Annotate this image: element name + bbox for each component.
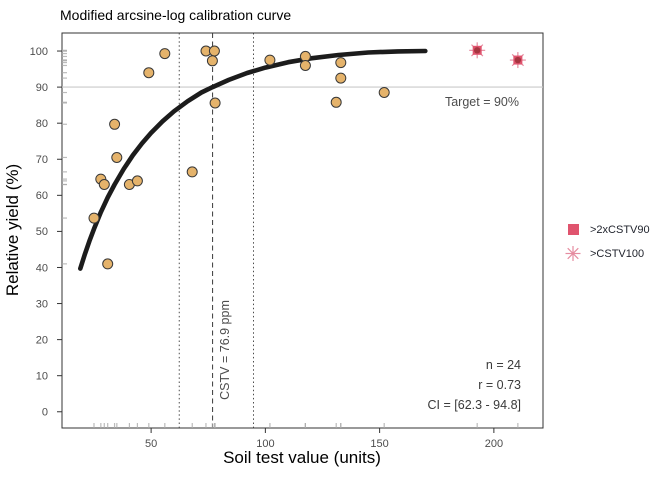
y-tick-label: 20 [36, 334, 48, 346]
data-point [330, 96, 342, 108]
point-center [473, 47, 481, 54]
x-tick-label: 150 [370, 438, 388, 450]
point-center [514, 56, 522, 64]
chart-title: Modified arcsine-log calibration curve [60, 7, 291, 23]
cstv-annotation: CSTV = 76.9 ppm [218, 300, 232, 400]
y-tick-label: 30 [36, 298, 48, 310]
legend-asterisk-icon [565, 246, 581, 261]
x-axis-title: Soil test value (units) [223, 448, 381, 467]
data-point [378, 87, 390, 98]
data-point [206, 55, 218, 67]
x-tick-label: 200 [485, 438, 503, 450]
stat-ci: CI = [62.3 - 94.8] [428, 398, 521, 412]
data-point [109, 118, 121, 130]
y-tick-label: 60 [36, 190, 48, 202]
y-tick-label: 70 [36, 154, 48, 166]
y-tick-label: 0 [42, 407, 48, 419]
flagged-data-point [509, 52, 526, 69]
x-tick-label: 50 [145, 438, 157, 450]
data-point [209, 97, 221, 109]
y-tick-label: 80 [36, 118, 48, 130]
data-point [159, 48, 171, 60]
legend-square-swatch [568, 224, 579, 235]
y-axis-title: Relative yield (%) [3, 164, 22, 296]
chart-layer: 50 100 150 200 0 10 20 30 40 50 60 70 80 90 100 [30, 33, 543, 450]
data-point [264, 54, 276, 66]
data-point [111, 152, 123, 163]
legend: >2xCSTV90 >CSTV100 [565, 224, 650, 261]
data-point [299, 50, 311, 62]
y-tick-label: 100 [30, 46, 48, 58]
data-point [186, 166, 198, 178]
stat-n: n = 24 [486, 358, 521, 372]
data-point [98, 179, 110, 190]
data-point [131, 175, 143, 187]
legend-label-cstv100: >CSTV100 [590, 248, 644, 260]
y-tick-label: 10 [36, 371, 48, 383]
plot-panel [61, 32, 544, 429]
data-point [335, 72, 347, 84]
calibration-curve [78, 48, 428, 271]
x-tick-label: 100 [256, 438, 274, 450]
legend-label-2xcstv90: >2xCSTV90 [590, 224, 650, 236]
flagged-data-point [469, 42, 486, 59]
data-point [102, 258, 114, 270]
data-point [299, 60, 311, 71]
stat-r: r = 0.73 [478, 378, 521, 392]
y-tick-label: 40 [36, 262, 48, 274]
y-tick-label: 50 [36, 226, 48, 238]
data-point [208, 45, 220, 57]
data-point [335, 57, 347, 69]
data-point [143, 67, 155, 79]
target-annotation: Target = 90% [445, 95, 519, 109]
y-tick-label: 90 [36, 82, 48, 94]
data-point [88, 212, 100, 224]
